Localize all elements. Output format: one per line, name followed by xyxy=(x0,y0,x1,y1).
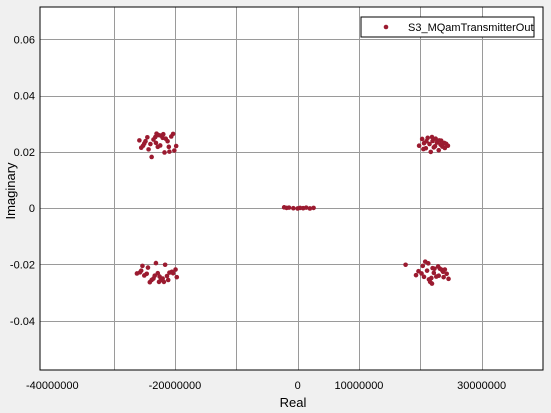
data-point xyxy=(145,134,150,140)
data-point xyxy=(437,138,442,143)
data-point xyxy=(161,279,167,285)
data-point xyxy=(162,262,168,268)
data-point xyxy=(145,265,151,270)
data-point xyxy=(425,261,431,266)
legend-box xyxy=(360,16,535,38)
data-point xyxy=(170,270,176,276)
data-point xyxy=(307,206,313,211)
data-point xyxy=(153,260,159,266)
data-point xyxy=(436,273,442,279)
data-point xyxy=(442,145,448,151)
grid xyxy=(40,7,543,370)
data-point xyxy=(146,147,151,152)
data-point xyxy=(433,136,438,141)
data-point xyxy=(429,134,435,140)
data-point xyxy=(421,146,426,152)
data-point xyxy=(444,271,449,277)
data-point xyxy=(442,267,448,272)
data-point xyxy=(432,266,437,271)
data-point xyxy=(420,263,426,269)
x-tick-label: -20000000 xyxy=(149,380,202,392)
data-point xyxy=(429,275,434,281)
data-point xyxy=(427,141,432,147)
x-tick-label: -40000000 xyxy=(26,380,79,392)
data-point xyxy=(172,148,177,153)
data-point xyxy=(311,205,316,211)
data-point xyxy=(162,150,167,155)
data-point xyxy=(138,268,144,273)
tick-labels: -40000000 -20000000 0 10000000 30000000 -0.04… xyxy=(10,34,506,392)
data-point xyxy=(424,268,430,273)
data-point xyxy=(436,147,442,153)
data-point xyxy=(432,143,438,149)
data-point xyxy=(141,141,147,146)
y-tick-label: 0.02 xyxy=(14,147,35,159)
legend-label: S3_MQamTransmitterOut xyxy=(408,22,534,34)
x-tick-label: 10000000 xyxy=(334,380,383,392)
data-point xyxy=(137,138,142,143)
x-tick-label: 30000000 xyxy=(457,380,506,392)
data-point xyxy=(138,145,144,150)
data-point xyxy=(165,277,171,283)
data-point xyxy=(144,271,150,277)
y-tick-label: 0.04 xyxy=(14,91,35,103)
y-axis-label: Imaginary xyxy=(3,162,18,220)
data-point xyxy=(413,272,419,278)
data-point xyxy=(403,262,408,268)
data-point xyxy=(152,273,158,279)
data-point xyxy=(153,140,159,146)
data-point xyxy=(156,279,162,285)
plot-area xyxy=(40,7,543,370)
data-point xyxy=(173,143,179,149)
data-point xyxy=(284,205,289,211)
data-point xyxy=(303,205,309,210)
y-tick-label: 0 xyxy=(29,203,35,215)
data-point xyxy=(165,138,170,144)
data-point xyxy=(149,154,154,160)
x-tick-label: 0 xyxy=(295,380,301,392)
legend-marker xyxy=(383,24,389,30)
data-point xyxy=(429,281,435,286)
data-point xyxy=(155,270,161,276)
data-point xyxy=(170,131,176,137)
y-tick-label: -0.04 xyxy=(10,316,35,328)
plot-frame xyxy=(39,6,544,371)
data-point xyxy=(174,274,180,280)
data-point xyxy=(148,141,153,147)
data-point xyxy=(446,276,451,282)
data-point xyxy=(157,143,163,148)
data-point xyxy=(419,136,425,142)
data-points xyxy=(134,131,451,286)
data-point xyxy=(166,144,172,150)
data-point xyxy=(428,149,434,155)
data-point xyxy=(140,263,145,269)
y-tick-label: 0.06 xyxy=(14,34,35,46)
x-axis-label: Real xyxy=(280,395,307,410)
data-point xyxy=(164,273,170,279)
data-point xyxy=(291,205,296,211)
data-point xyxy=(424,138,429,144)
data-point xyxy=(173,267,178,272)
data-point xyxy=(421,274,427,280)
data-point xyxy=(441,274,446,280)
data-point xyxy=(431,270,437,276)
y-tick-label: -0.02 xyxy=(10,259,35,271)
legend: S3_MQamTransmitterOut xyxy=(360,16,535,38)
data-point xyxy=(167,149,172,154)
data-point xyxy=(419,271,424,276)
data-point xyxy=(151,137,156,142)
data-point xyxy=(160,131,166,137)
data-point xyxy=(416,143,422,149)
